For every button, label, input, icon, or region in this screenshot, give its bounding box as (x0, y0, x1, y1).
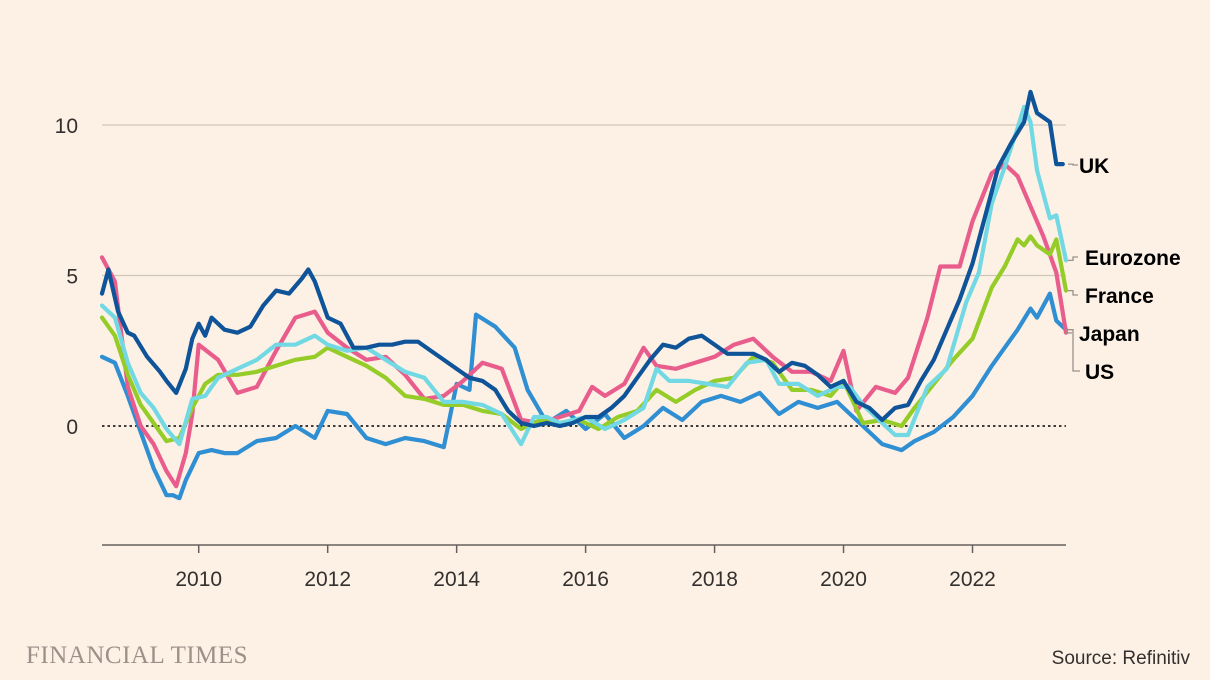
series-label-japan: Japan (1079, 323, 1140, 346)
y-tick-label-10: 10 (55, 115, 78, 138)
gridlines (102, 124, 1066, 427)
x-tick-label-2020: 2020 (820, 568, 867, 591)
series-line-eurozone (99, 104, 1069, 447)
series-line-france (99, 234, 1069, 444)
x-tick-label-2022: 2022 (949, 568, 996, 591)
leader-line-france (1068, 289, 1078, 296)
series-line-japan (99, 162, 1069, 489)
series-label-us: US (1085, 361, 1114, 384)
leader-line-us (1066, 329, 1080, 372)
series-label-uk: UK (1079, 155, 1109, 178)
x-tick-label-2014: 2014 (433, 568, 480, 591)
x-axis (102, 544, 1066, 553)
x-tick-label-2016: 2016 (562, 568, 609, 591)
y-tick-label-0: 0 (66, 416, 78, 439)
series-label-eurozone: Eurozone (1085, 247, 1181, 270)
series-line-us (99, 291, 1069, 501)
y-tick-label-5: 5 (66, 266, 78, 289)
y-axis-tick-labels: 0 5 10 (55, 115, 78, 439)
line-end-labels: UK Eurozone France Japan US (1065, 155, 1181, 384)
source-note: Source: Refinitiv (1051, 648, 1190, 669)
series-line-uk (99, 89, 1065, 429)
inflation-line-chart: 0 5 10 2010 2012 2014 2016 2018 2020 2022 UK Euro… (55, 89, 1181, 591)
x-tick-label-2018: 2018 (691, 568, 738, 591)
x-tick-label-2010: 2010 (175, 568, 222, 591)
ft-logo: FINANCIAL TIMES (26, 642, 249, 669)
series-label-france: France (1085, 285, 1154, 308)
leader-line-eurozone (1068, 256, 1078, 262)
x-tick-label-2012: 2012 (304, 568, 351, 591)
leader-line-uk (1068, 163, 1078, 166)
x-axis-tick-labels: 2010 2012 2014 2016 2018 2020 2022 (175, 568, 995, 591)
series-lines (99, 89, 1069, 501)
